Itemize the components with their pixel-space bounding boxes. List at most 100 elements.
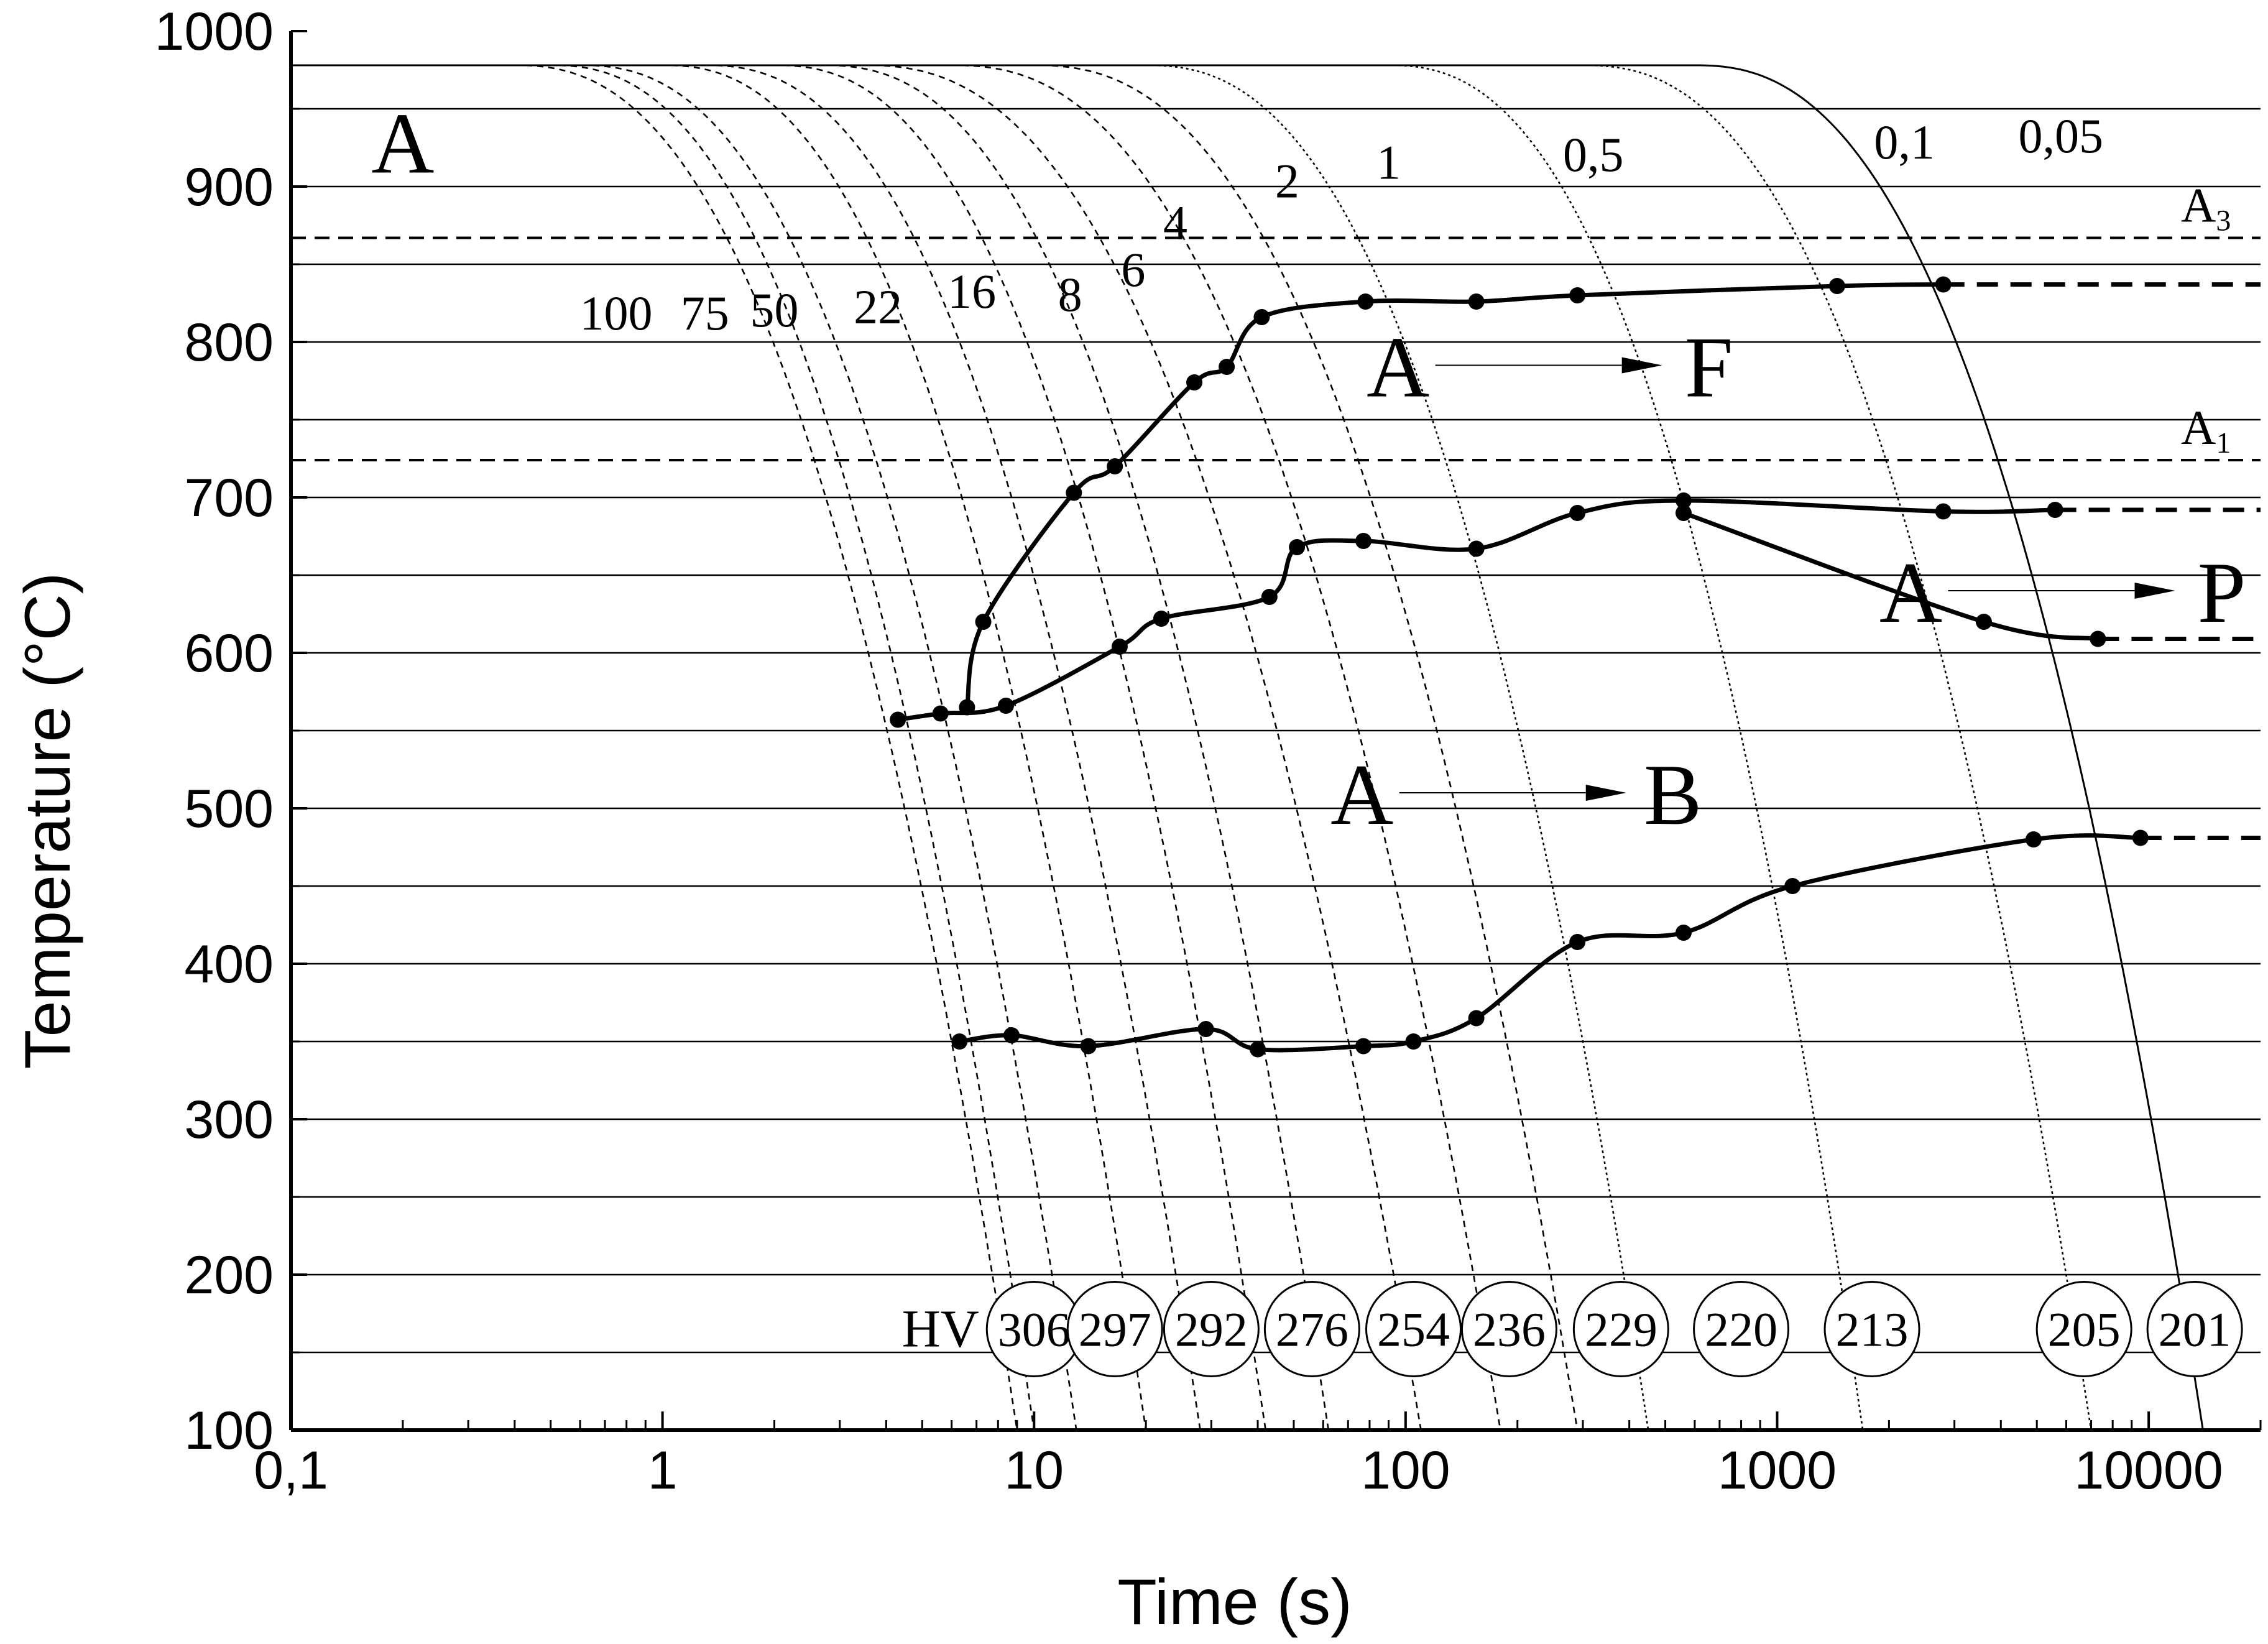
region-arrow-head <box>2134 583 2175 599</box>
x-tick-label: 0,1 <box>254 1441 328 1500</box>
hv-value: 213 <box>1836 1303 1909 1357</box>
cooling-curve-4 <box>291 64 1422 1431</box>
data-point <box>1355 1038 1372 1055</box>
hv-circle <box>1460 1281 1557 1377</box>
hv-circle <box>2035 1281 2132 1377</box>
cooling-rate-label: 1 <box>1376 136 1401 190</box>
data-point <box>1197 1021 1214 1037</box>
data-point <box>959 699 975 716</box>
data-point <box>890 711 906 728</box>
data-point <box>1107 458 1123 474</box>
reference-label-A1: A1 <box>2181 400 2231 459</box>
hv-value: 205 <box>2048 1303 2121 1357</box>
cooling-rate-label: 75 <box>681 286 729 340</box>
hv-value: 276 <box>1276 1303 1348 1357</box>
data-point <box>1153 611 1169 627</box>
data-point <box>1784 878 1801 894</box>
x-axis-title: Time (s) <box>1117 1566 1352 1638</box>
region-label-from: A <box>1879 545 1942 641</box>
data-point <box>1468 540 1485 557</box>
cooling-rate-label: 50 <box>750 283 799 337</box>
data-point <box>997 698 1014 714</box>
series-line-3 <box>959 833 2141 1053</box>
cooling-rate-label: 4 <box>1163 196 1187 250</box>
reference-label-A3: A3 <box>2181 178 2231 238</box>
y-tick-label: 800 <box>185 313 274 372</box>
data-point <box>1355 533 1372 549</box>
hv-circle <box>1066 1281 1163 1377</box>
hv-value: 229 <box>1585 1303 1657 1357</box>
data-point <box>1080 1038 1097 1055</box>
cooling-rate-label: 100 <box>579 286 652 340</box>
cooling-rate-label: 0,05 <box>2018 109 2103 163</box>
data-point <box>975 614 992 630</box>
reference-lines <box>291 236 2261 461</box>
data-point <box>1675 925 1692 941</box>
x-tick-label: 10 <box>1004 1441 1064 1500</box>
axes: 100 200 300 400 500 600 700 800 900 1000 0,1 1 10 100… <box>155 2 2262 1500</box>
data-point <box>1569 287 1586 303</box>
cooling-curve-22 <box>291 64 1147 1431</box>
cooling-curve-slowest <box>291 64 2204 1431</box>
data-point <box>1289 539 1306 555</box>
data-point <box>1357 293 1374 310</box>
region-label-from: A <box>1330 747 1393 843</box>
hv-prefix: HV <box>902 1299 979 1359</box>
y-tick-label: 500 <box>185 779 274 839</box>
data-point <box>1111 639 1128 655</box>
region-label-to: B <box>1644 747 1702 843</box>
gridlines <box>291 108 2261 1354</box>
cooling-rate-label: 22 <box>854 280 902 334</box>
data-point <box>1828 278 1845 294</box>
chart-labels: A3 A1 1 0,5 0,1 0,05 2 46 100 75 50 22 16 8 A A F A P A B <box>371 96 2246 844</box>
hv-value: 236 <box>1473 1303 1546 1357</box>
hv-value: 254 <box>1377 1303 1450 1357</box>
cooling-curve-16 <box>291 64 1201 1431</box>
y-tick-label: 100 <box>185 1401 274 1461</box>
data-point-markers <box>890 276 2149 1058</box>
data-point <box>1675 492 1692 509</box>
x-tick-label: 100 <box>1361 1441 1450 1500</box>
hv-circle <box>1163 1281 1260 1377</box>
data-point <box>1935 503 1952 520</box>
cooling-curve-75 <box>291 64 1035 1431</box>
cooling-curve-50 <box>291 64 1077 1431</box>
cooling-curve-0,1 <box>291 64 1864 1431</box>
hv-value: 292 <box>1175 1303 1248 1357</box>
x-tick-label: 10000 <box>2075 1441 2223 1500</box>
y-tick-label: 600 <box>185 624 274 683</box>
data-point <box>1569 505 1586 521</box>
data-point <box>1261 589 1278 605</box>
data-point <box>1675 505 1692 521</box>
cooling-curve-2 <box>291 64 1501 1431</box>
data-point <box>1935 276 1952 293</box>
region-label-to: P <box>2198 545 2246 641</box>
hv-circle <box>1263 1281 1360 1377</box>
data-point <box>1405 1033 1422 1050</box>
cooling-curve-8 <box>291 64 1266 1431</box>
region-label-to: F <box>1685 320 1733 416</box>
cooling-rate-label: 2 <box>1275 154 1299 208</box>
cooling-curve-1 <box>291 64 1579 1431</box>
hardness-values: HV 306 297 292 276 254 236 229 220 213 205 201 <box>902 1281 2243 1377</box>
data-point <box>932 705 949 722</box>
cooling-rate-label: 0,5 <box>1563 127 1624 182</box>
data-point <box>1975 614 1992 630</box>
cooling-rate-label: 0,1 <box>1874 115 1935 169</box>
cooling-curve-100 <box>291 64 1018 1431</box>
data-point <box>1066 484 1082 501</box>
hv-value: 306 <box>998 1303 1071 1357</box>
cooling-rate-label: 16 <box>947 264 996 318</box>
data-point <box>1468 293 1485 310</box>
data-point <box>1569 934 1586 950</box>
series-line-2 <box>1682 510 2098 641</box>
data-point <box>2025 831 2042 847</box>
hv-circle <box>1693 1281 1790 1377</box>
cooling-curve-6 <box>291 64 1330 1431</box>
hv-value: 297 <box>1079 1303 1151 1357</box>
cooling-curves <box>291 64 2204 1431</box>
y-tick-label: 900 <box>185 157 274 217</box>
series-line-1 <box>897 498 2055 722</box>
data-point <box>2132 829 2149 846</box>
